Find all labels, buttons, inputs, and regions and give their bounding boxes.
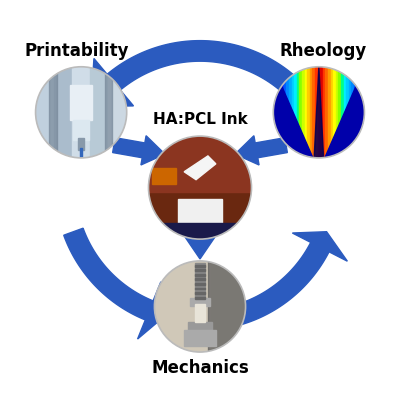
Bar bbox=[70, 85, 92, 120]
Bar bbox=[190, 298, 210, 306]
Polygon shape bbox=[325, 67, 364, 158]
Bar bbox=[294, 67, 297, 158]
Polygon shape bbox=[138, 282, 165, 339]
Bar bbox=[273, 67, 276, 158]
Bar bbox=[297, 67, 299, 158]
Bar bbox=[195, 292, 205, 294]
Bar bbox=[346, 67, 349, 158]
Polygon shape bbox=[113, 138, 145, 158]
Polygon shape bbox=[255, 138, 287, 158]
Bar bbox=[289, 67, 292, 158]
Bar bbox=[312, 67, 315, 158]
Bar bbox=[357, 67, 359, 158]
Bar bbox=[148, 134, 252, 192]
Bar bbox=[338, 67, 341, 158]
Bar bbox=[328, 67, 330, 158]
Bar bbox=[148, 223, 252, 239]
Bar bbox=[178, 200, 222, 235]
Polygon shape bbox=[235, 136, 259, 165]
Bar bbox=[184, 330, 216, 346]
Bar bbox=[195, 283, 205, 285]
Bar bbox=[304, 67, 307, 158]
Polygon shape bbox=[107, 41, 319, 114]
Bar bbox=[195, 296, 205, 298]
Bar bbox=[195, 269, 205, 271]
Bar bbox=[278, 67, 281, 158]
Bar bbox=[154, 261, 209, 352]
Bar bbox=[195, 304, 205, 322]
Bar bbox=[188, 322, 212, 332]
Bar bbox=[318, 67, 320, 158]
Bar bbox=[330, 67, 333, 158]
Circle shape bbox=[148, 136, 252, 239]
Circle shape bbox=[36, 67, 127, 158]
Bar bbox=[323, 67, 325, 158]
Bar bbox=[195, 288, 205, 290]
Bar bbox=[195, 265, 205, 267]
Bar bbox=[302, 67, 304, 158]
Bar bbox=[362, 67, 364, 158]
Circle shape bbox=[154, 261, 246, 352]
Bar bbox=[208, 261, 254, 352]
Polygon shape bbox=[64, 228, 153, 320]
Text: Rheology: Rheology bbox=[279, 41, 366, 59]
Bar bbox=[307, 67, 310, 158]
Polygon shape bbox=[292, 232, 347, 261]
Bar bbox=[108, 67, 127, 158]
Bar bbox=[195, 263, 205, 302]
Text: Mechanics: Mechanics bbox=[151, 359, 249, 377]
Bar bbox=[80, 148, 82, 158]
Polygon shape bbox=[273, 67, 313, 158]
Bar bbox=[320, 67, 323, 158]
Bar bbox=[354, 67, 357, 158]
Bar bbox=[78, 138, 84, 150]
Bar bbox=[72, 67, 90, 158]
Bar bbox=[286, 67, 289, 158]
Polygon shape bbox=[192, 237, 208, 241]
Bar bbox=[36, 67, 54, 158]
Circle shape bbox=[273, 67, 364, 158]
Bar bbox=[359, 67, 362, 158]
Bar bbox=[195, 279, 205, 280]
Bar bbox=[54, 67, 72, 158]
Bar bbox=[336, 67, 338, 158]
Bar bbox=[310, 67, 312, 158]
Polygon shape bbox=[314, 67, 324, 158]
Bar bbox=[333, 67, 336, 158]
Bar bbox=[90, 67, 108, 158]
Bar bbox=[195, 274, 205, 276]
Bar bbox=[341, 67, 344, 158]
Bar bbox=[276, 67, 278, 158]
Bar bbox=[73, 120, 89, 140]
Polygon shape bbox=[141, 136, 165, 165]
Polygon shape bbox=[185, 237, 215, 259]
Bar bbox=[325, 67, 328, 158]
Text: Printability: Printability bbox=[25, 41, 130, 59]
Bar bbox=[281, 67, 284, 158]
Bar bbox=[349, 67, 352, 158]
Polygon shape bbox=[232, 243, 329, 326]
Bar bbox=[284, 67, 286, 158]
Bar bbox=[352, 67, 354, 158]
Bar bbox=[315, 67, 318, 158]
Bar bbox=[292, 67, 294, 158]
Bar bbox=[344, 67, 346, 158]
Bar bbox=[50, 67, 56, 158]
Bar bbox=[299, 67, 302, 158]
Bar bbox=[152, 168, 176, 184]
Bar bbox=[105, 67, 112, 158]
Polygon shape bbox=[184, 156, 216, 180]
Polygon shape bbox=[91, 58, 134, 107]
Text: HA:PCL Ink: HA:PCL Ink bbox=[153, 113, 247, 127]
